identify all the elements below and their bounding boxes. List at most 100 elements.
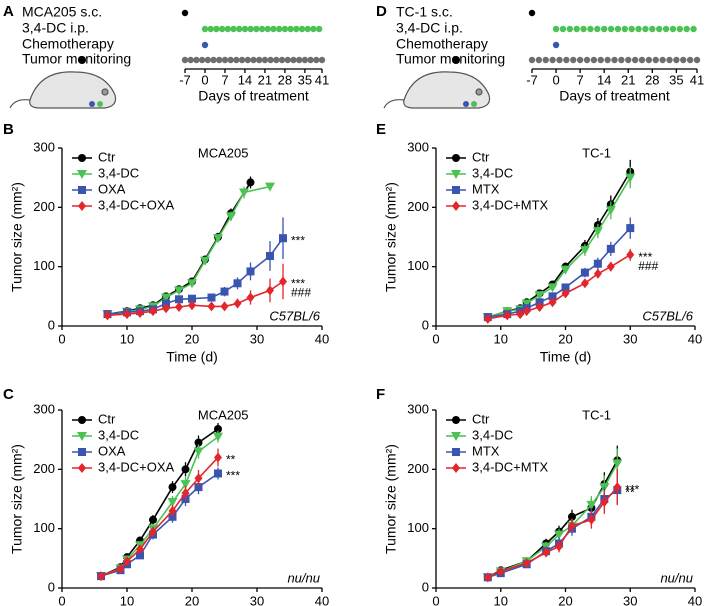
dot <box>621 25 629 33</box>
dot <box>528 9 536 17</box>
y-tick-label: 100 <box>407 520 429 535</box>
point <box>534 291 545 301</box>
dot <box>587 25 594 33</box>
dot <box>193 56 200 64</box>
legend-marker <box>78 186 86 194</box>
point <box>548 297 557 308</box>
point <box>188 294 196 303</box>
dot <box>221 56 229 64</box>
point <box>266 285 274 296</box>
series-line <box>487 486 618 579</box>
y-tick-label: 300 <box>407 401 429 416</box>
point <box>265 182 275 192</box>
dot <box>597 56 604 64</box>
x-tick-label: 14 <box>238 72 252 87</box>
point <box>161 293 171 303</box>
row-label: 3,4-DC i.p. <box>396 20 463 36</box>
dot <box>649 25 656 33</box>
point <box>181 465 190 474</box>
strain-label: nu/nu <box>660 570 693 585</box>
dot <box>676 25 684 33</box>
chart-title: MCA205 <box>198 145 249 160</box>
dot <box>652 56 659 64</box>
point <box>266 251 274 260</box>
x-tick-label: 30 <box>623 331 637 346</box>
dot <box>290 56 297 64</box>
dot <box>258 25 266 33</box>
point <box>586 500 597 510</box>
point <box>200 256 210 266</box>
dot <box>625 56 632 64</box>
series-line <box>487 460 619 579</box>
dot <box>261 56 269 64</box>
point <box>279 234 287 243</box>
dot <box>556 56 563 64</box>
point <box>168 505 177 516</box>
point <box>535 302 544 313</box>
series-line <box>487 463 619 579</box>
point <box>548 292 557 301</box>
dot <box>270 25 277 33</box>
dot <box>563 56 570 64</box>
strain-label: C57BL/6 <box>269 308 320 323</box>
dot <box>594 25 601 33</box>
point <box>149 515 157 524</box>
dot <box>552 25 560 33</box>
point <box>193 447 204 457</box>
x-tick-label: 0 <box>58 593 65 606</box>
legend-label: MTX <box>472 181 500 196</box>
point <box>226 212 236 222</box>
dot <box>181 9 189 17</box>
dot <box>253 25 260 33</box>
dot <box>683 25 690 33</box>
point <box>103 310 112 321</box>
dot <box>241 25 249 33</box>
y-tick-label: 200 <box>407 199 429 214</box>
x-tick-label: 28 <box>278 72 292 87</box>
legend-label: Ctr <box>472 149 490 164</box>
significance-label: ### <box>291 286 311 300</box>
x-tick-label: 0 <box>432 593 439 606</box>
point <box>123 556 131 567</box>
y-tick-label: 0 <box>422 317 429 332</box>
significance-label: *** <box>291 233 305 247</box>
x-tick-label: 20 <box>558 331 572 346</box>
dot <box>250 56 257 64</box>
x-tick-label: 40 <box>315 331 329 346</box>
point <box>214 469 222 478</box>
x-tick-label: 40 <box>688 593 702 606</box>
point <box>188 300 196 311</box>
point <box>606 244 615 253</box>
point <box>194 473 203 484</box>
point <box>187 279 197 289</box>
point <box>580 278 589 289</box>
legend-marker <box>78 201 86 211</box>
y-tick-label: 300 <box>33 139 55 154</box>
point <box>174 286 184 296</box>
x-tick-label: 20 <box>185 331 199 346</box>
significance-label: *** <box>638 250 652 264</box>
x-tick-label: 14 <box>597 72 611 87</box>
point <box>136 307 144 318</box>
x-axis-label: Time (d) <box>540 349 592 365</box>
series-line <box>487 227 631 318</box>
point <box>600 496 609 507</box>
legend-label: Ctr <box>472 411 490 426</box>
dot <box>642 25 649 33</box>
legend-marker <box>452 416 460 424</box>
dot <box>628 25 635 33</box>
x-axis-label: Days of treatment <box>559 88 670 104</box>
y-tick-label: 200 <box>407 461 429 476</box>
point <box>246 267 255 276</box>
point <box>213 432 223 442</box>
dot <box>566 25 574 33</box>
dot <box>210 56 217 64</box>
x-tick-label: 40 <box>315 593 329 606</box>
x-tick-label: 28 <box>645 72 659 87</box>
dot <box>673 56 680 64</box>
point <box>168 483 177 492</box>
chart-title: TC-1 <box>582 145 611 160</box>
point <box>194 483 203 492</box>
x-tick-label: 21 <box>621 72 635 87</box>
